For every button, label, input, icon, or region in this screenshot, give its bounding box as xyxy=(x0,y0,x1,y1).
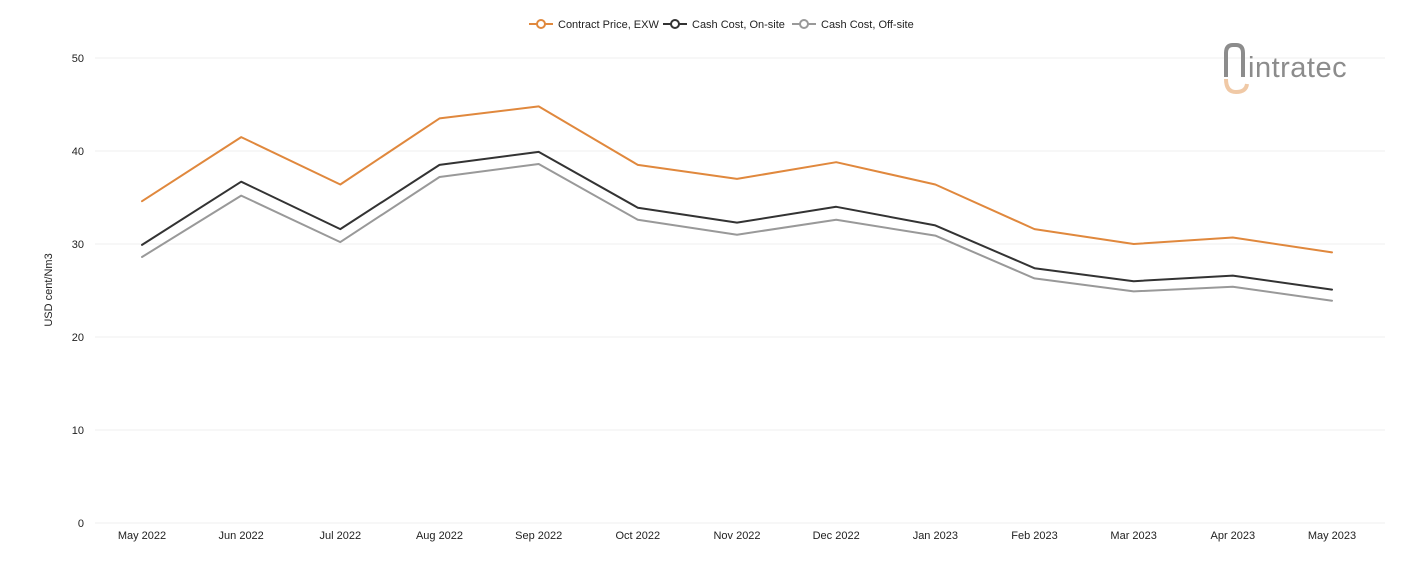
series-group xyxy=(141,105,1333,302)
x-tick-label: Jan 2023 xyxy=(913,530,958,542)
legend-item[interactable]: Cash Cost, On-site xyxy=(663,19,785,31)
y-axis-label: USD cent/Nm3 xyxy=(43,253,55,326)
x-tick-label: Dec 2022 xyxy=(813,530,860,542)
legend-marker-icon xyxy=(799,19,809,29)
x-tick-label: May 2022 xyxy=(118,530,166,542)
x-tick-label: Apr 2023 xyxy=(1211,530,1256,542)
x-tick-label: Feb 2023 xyxy=(1011,530,1057,542)
x-tick-label: Mar 2023 xyxy=(1110,530,1156,542)
x-tick-label: Jul 2022 xyxy=(320,530,362,542)
y-tick-label: 50 xyxy=(72,53,84,65)
legend-marker-icon xyxy=(536,19,546,29)
logo-mark-icon xyxy=(1224,43,1249,95)
y-axis-ticks: 0 10 20 30 40 50 xyxy=(72,53,84,530)
legend-item[interactable]: Contract Price, EXW xyxy=(529,19,659,31)
legend-label: Cash Cost, Off-site xyxy=(821,19,914,31)
series-line xyxy=(141,150,1333,291)
x-tick-label: Aug 2022 xyxy=(416,530,463,542)
x-tick-label: Jun 2022 xyxy=(219,530,264,542)
x-axis-ticks: May 2022 Jun 2022 Jul 2022 Aug 2022 Sep 2022… xyxy=(118,530,1356,542)
chart-grid xyxy=(95,57,1385,524)
y-tick-label: 40 xyxy=(72,146,84,158)
y-tick-label: 0 xyxy=(78,518,84,530)
legend-label: Contract Price, EXW xyxy=(558,19,659,31)
legend-item[interactable]: Cash Cost, Off-site xyxy=(792,19,914,31)
legend: Contract Price, EXW Cash Cost, On-site Cas… xyxy=(529,19,914,31)
x-tick-label: Oct 2022 xyxy=(616,530,661,542)
series-line xyxy=(141,105,1333,254)
y-tick-label: 30 xyxy=(72,239,84,251)
intratec-logo: intratec xyxy=(1224,43,1347,95)
logo-text: intratec xyxy=(1248,52,1347,84)
legend-marker-icon xyxy=(670,19,680,29)
series-line xyxy=(141,163,1333,302)
legend-label: Cash Cost, On-site xyxy=(692,19,785,31)
y-tick-label: 20 xyxy=(72,332,84,344)
x-tick-label: May 2023 xyxy=(1308,530,1356,542)
y-tick-label: 10 xyxy=(72,425,84,437)
x-tick-label: Sep 2022 xyxy=(515,530,562,542)
x-tick-label: Nov 2022 xyxy=(713,530,760,542)
